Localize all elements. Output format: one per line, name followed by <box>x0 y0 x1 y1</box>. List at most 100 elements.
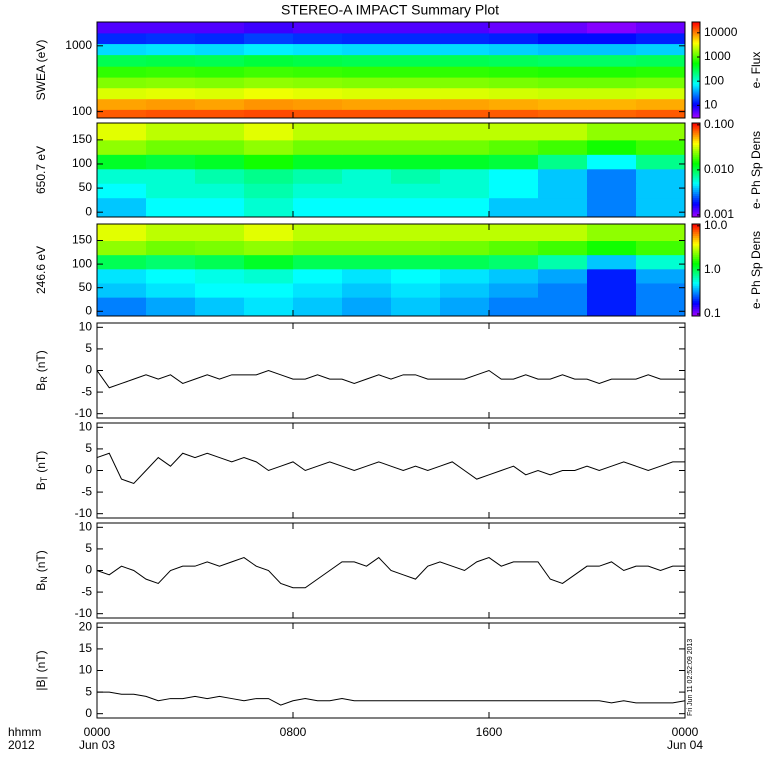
colorbar-label: e- Ph Sp Dens <box>749 131 763 209</box>
colorbar-swatch <box>692 248 700 252</box>
colorbar-swatch <box>692 138 700 142</box>
colorbar-swatch <box>692 66 700 69</box>
heatmap-cell <box>489 224 539 242</box>
heatmap-cell <box>342 87 392 100</box>
colorbar-tick-label: 10 <box>704 98 718 112</box>
heatmap-cell <box>97 197 147 217</box>
y-axis-label-part: (nT) <box>34 650 48 672</box>
panel-frame <box>96 223 686 317</box>
heatmap-cell <box>342 254 392 270</box>
year-label: 2012 <box>8 738 35 752</box>
colorbar-swatch <box>692 60 700 63</box>
heatmap-cell <box>97 54 147 67</box>
colorbar-tick-label: 1.0 <box>704 262 721 276</box>
heatmap-cell <box>342 66 392 78</box>
y-axis-label-part: |B| <box>34 676 48 690</box>
colorbar-swatch <box>692 123 700 126</box>
data-line <box>97 691 686 706</box>
colorbar-swatch <box>692 40 700 43</box>
heatmap-cell <box>293 297 343 316</box>
heatmap-cell <box>489 139 539 155</box>
heatmap-cell <box>440 197 490 217</box>
heatmap-cell <box>293 54 343 67</box>
timestamp: Fri Jun 11 02:52:09 2013 <box>687 639 694 716</box>
colorbar-swatch <box>692 296 700 300</box>
y-axis-label: BT (nT) <box>34 451 49 491</box>
heatmap-cell <box>97 22 147 34</box>
heatmap-cell <box>195 123 245 141</box>
heatmap-cell <box>146 43 196 56</box>
colorbar-swatch <box>692 177 700 181</box>
colorbar-label: e- Ph Sp Dens <box>749 231 763 309</box>
heatmap-cell <box>636 87 685 100</box>
colorbar-swatch <box>692 52 700 55</box>
heatmap-cell <box>587 282 637 298</box>
heatmap-cell <box>342 297 392 316</box>
colorbar-swatch <box>692 277 700 281</box>
colorbar-swatch <box>692 207 700 210</box>
colorbar-swatch <box>692 300 700 304</box>
heatmap <box>97 224 685 316</box>
heatmap-cell <box>538 66 588 78</box>
heatmap-cell <box>489 154 539 170</box>
colorbar-swatch <box>692 58 700 61</box>
heatmap-cell <box>538 183 588 199</box>
heatmap-cell <box>636 224 685 242</box>
heatmap-cell <box>293 109 343 118</box>
y-tick-label: 5 <box>85 341 92 355</box>
heatmap-cell <box>440 54 490 67</box>
colorbar-swatch <box>692 281 700 284</box>
heatmap-cell <box>440 98 490 110</box>
y-tick-label: 10 <box>79 419 93 433</box>
heatmap-cell <box>244 224 294 242</box>
colorbar-swatch <box>692 291 700 294</box>
plot-title: STEREO-A IMPACT Summary Plot <box>281 2 499 18</box>
y-tick-label: 20 <box>79 619 93 633</box>
y-axis-label-part: R <box>39 376 49 383</box>
colorbar-tick-label: 0.010 <box>704 162 734 176</box>
heatmap-cell <box>195 77 245 89</box>
heatmap-cell <box>636 154 685 170</box>
colorbar-swatch <box>692 279 700 282</box>
y-axis-label: 650.7 eV <box>34 146 48 194</box>
colorbar-swatch <box>692 285 700 288</box>
y-axis-label-part: (nT) <box>34 451 48 473</box>
colorbar-swatch <box>692 227 700 231</box>
heatmap-cell <box>440 168 490 184</box>
colorbar-swatch <box>692 78 700 81</box>
heatmap-cell <box>587 154 637 170</box>
colorbar-swatch <box>692 134 700 138</box>
heatmap-cell <box>244 297 294 316</box>
heatmap-cell <box>146 123 196 141</box>
heatmap-cell <box>587 139 637 155</box>
colorbar-swatch <box>692 260 700 263</box>
heatmap-cell <box>293 268 343 284</box>
colorbar-swatch <box>692 283 700 286</box>
colorbar-tick-label: 0.100 <box>704 117 734 131</box>
colorbar-swatch <box>692 181 700 185</box>
colorbar-swatch <box>692 142 700 146</box>
colorbar-swatch <box>692 62 700 65</box>
heatmap-cell <box>146 139 196 155</box>
heatmap-cell <box>293 87 343 100</box>
colorbar-swatch <box>692 171 700 175</box>
colorbar-swatch <box>692 187 700 191</box>
heatmap-cell <box>636 66 685 78</box>
heatmap-cell <box>244 54 294 67</box>
heatmap-cell <box>440 183 490 199</box>
colorbar-swatch <box>692 304 700 307</box>
colorbar-swatch <box>692 166 700 169</box>
colorbar-swatch <box>692 199 700 202</box>
y-tick-label: 50 <box>79 280 93 294</box>
heatmap-cell <box>195 224 245 242</box>
heatmap-cell <box>195 254 245 270</box>
heatmap-cell <box>440 139 490 155</box>
colorbar-tick-label: 100 <box>704 73 724 87</box>
colorbar-swatch <box>692 229 700 233</box>
heatmap-cell <box>440 87 490 100</box>
heatmap-cell <box>636 98 685 110</box>
heatmap-cell <box>489 168 539 184</box>
colorbar-swatch <box>692 100 700 103</box>
heatmap-cell <box>391 98 441 110</box>
